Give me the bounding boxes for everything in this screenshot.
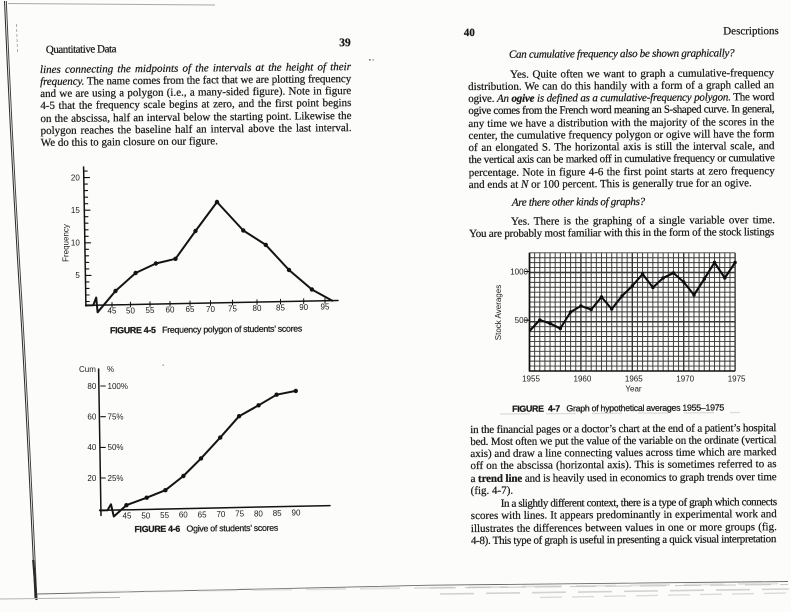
svg-text:55: 55 xyxy=(146,306,155,315)
svg-text:10: 10 xyxy=(71,239,80,248)
svg-text:55: 55 xyxy=(160,511,169,520)
svg-text:80: 80 xyxy=(87,382,96,391)
svg-text:95: 95 xyxy=(321,303,330,312)
svg-text:50: 50 xyxy=(141,511,150,520)
svg-text:1955: 1955 xyxy=(522,375,540,384)
svg-text:90: 90 xyxy=(299,303,308,312)
svg-text:20: 20 xyxy=(71,173,80,182)
svg-text:1975: 1975 xyxy=(728,375,746,384)
svg-text:Stock Averages: Stock Averages xyxy=(494,285,503,340)
svg-text:60: 60 xyxy=(179,511,188,520)
svg-text:80: 80 xyxy=(253,304,262,313)
svg-text:5: 5 xyxy=(75,271,80,280)
svg-text:20: 20 xyxy=(87,474,96,483)
svg-text:500: 500 xyxy=(515,316,529,325)
svg-text:45: 45 xyxy=(123,512,132,521)
svg-text:45: 45 xyxy=(108,307,117,316)
svg-text:75: 75 xyxy=(228,304,237,313)
svg-text:1965: 1965 xyxy=(625,375,643,384)
svg-text:25%: 25% xyxy=(108,474,124,483)
svg-text:100%: 100% xyxy=(108,382,128,391)
svg-text:60: 60 xyxy=(87,413,96,422)
svg-text:1000: 1000 xyxy=(510,267,528,276)
svg-text:15: 15 xyxy=(71,206,80,215)
svg-text:65: 65 xyxy=(198,510,207,519)
svg-text:75: 75 xyxy=(235,510,244,519)
svg-text:65: 65 xyxy=(186,305,195,314)
svg-text:Year: Year xyxy=(625,385,642,394)
svg-text:1970: 1970 xyxy=(676,375,694,384)
svg-text:70: 70 xyxy=(206,305,215,314)
svg-text:%: % xyxy=(107,365,114,374)
svg-text:Frequency: Frequency xyxy=(62,224,71,262)
svg-text:85: 85 xyxy=(276,303,285,312)
svg-text:50: 50 xyxy=(126,306,135,315)
svg-text:80: 80 xyxy=(254,509,263,518)
svg-text:85: 85 xyxy=(273,509,282,518)
svg-text:Cum: Cum xyxy=(79,365,96,374)
svg-text:40: 40 xyxy=(87,443,96,452)
svg-text:60: 60 xyxy=(166,306,175,315)
svg-text:50%: 50% xyxy=(108,443,124,452)
svg-text:70: 70 xyxy=(216,510,225,519)
svg-text:1960: 1960 xyxy=(574,375,592,384)
svg-text:75%: 75% xyxy=(108,413,124,422)
svg-text:90: 90 xyxy=(292,509,301,518)
